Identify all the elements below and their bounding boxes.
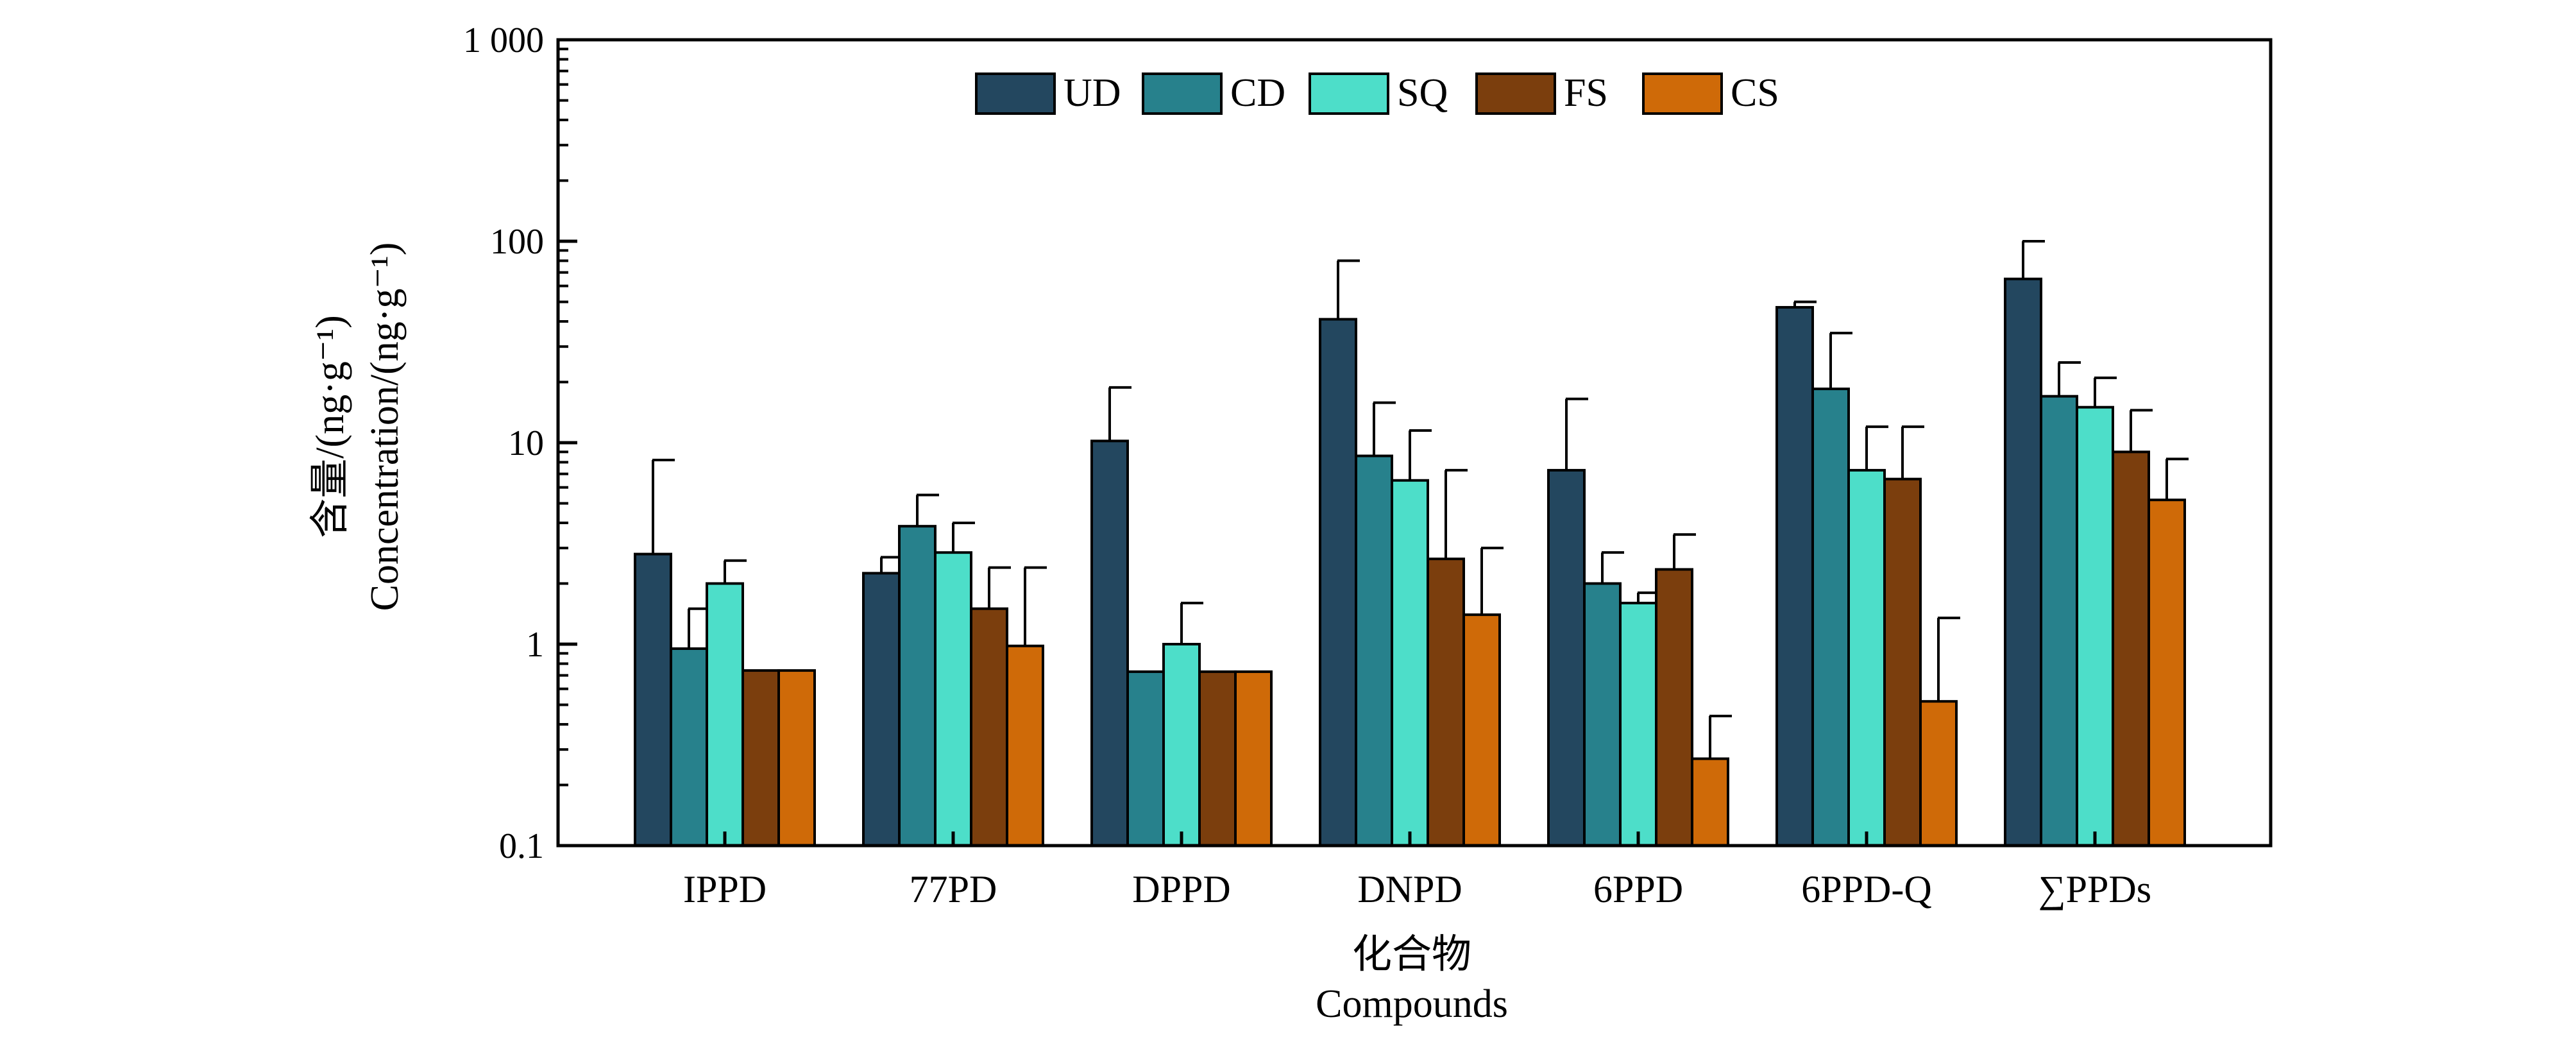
bar-cd-5: [1811, 388, 1850, 847]
bar-sq-6: [2076, 405, 2114, 847]
bar-sq-5: [1847, 468, 1886, 847]
legend-label-cs: CS: [1731, 71, 1779, 115]
bar-fs-6: [2112, 450, 2150, 847]
x-tick-label: DNPD: [1357, 868, 1462, 910]
bar-fs-0: [741, 669, 780, 848]
x-tick-label: IPPD: [683, 868, 767, 910]
bar-cs-3: [1462, 613, 1501, 847]
y-axis-title-zh: 含量/(ng·g⁻¹): [309, 315, 352, 538]
bar-cd-3: [1355, 454, 1393, 847]
x-axis-title-en: Compounds: [1316, 982, 1508, 1026]
bar-sq-1: [934, 551, 972, 847]
bar-cs-4: [1691, 757, 1729, 847]
legend-swatch-cd: [1142, 72, 1223, 115]
y-tick-label: 1 000: [463, 21, 544, 60]
y-axis-title-en: Concentration/(ng·g⁻¹): [363, 243, 407, 611]
bar-cs-6: [2148, 499, 2186, 847]
bar-ud-6: [2004, 277, 2042, 848]
bar-fs-1: [970, 607, 1008, 847]
y-tick-label: 1: [526, 625, 544, 665]
legend-swatch-ud: [975, 72, 1056, 115]
bar-ud-1: [862, 572, 901, 847]
x-tick-label: 6PPD: [1593, 868, 1683, 910]
bar-cd-0: [670, 647, 708, 848]
legend-label-fs: FS: [1564, 71, 1608, 115]
bar-sq-0: [706, 582, 744, 847]
y-tick-label: 100: [490, 222, 544, 262]
legend-swatch-fs: [1475, 72, 1556, 115]
bar-ud-0: [634, 552, 672, 848]
bar-cd-4: [1583, 582, 1622, 847]
legend-label-cd: CD: [1230, 71, 1285, 115]
y-tick-label: 10: [508, 423, 544, 463]
bar-sq-3: [1391, 479, 1429, 847]
bar-fs-5: [1883, 477, 1922, 847]
bar-sq-2: [1162, 643, 1201, 847]
bar-fs-4: [1655, 568, 1693, 847]
y-tick-label: 0.1: [499, 826, 544, 866]
legend-swatch-cs: [1642, 72, 1723, 115]
bar-cs-2: [1234, 670, 1273, 847]
bar-cd-1: [898, 525, 936, 847]
x-axis-title-zh: 化合物: [1352, 933, 1471, 977]
bar-cs-5: [1919, 700, 1958, 847]
legend-label-ud: UD: [1063, 71, 1121, 115]
bar-cs-0: [777, 669, 816, 848]
bar-fs-3: [1427, 558, 1465, 847]
bar-ud-3: [1319, 318, 1357, 847]
x-tick-label: 77PD: [910, 868, 997, 910]
bar-ud-5: [1775, 305, 1814, 848]
bar-fs-2: [1198, 670, 1237, 847]
bar-sq-4: [1619, 601, 1657, 847]
bar-ud-4: [1547, 468, 1586, 847]
legend-swatch-sq: [1309, 72, 1389, 115]
bar-cd-6: [2040, 395, 2078, 847]
bar-ud-2: [1090, 439, 1129, 847]
x-tick-label: DPPD: [1132, 868, 1230, 910]
bar-cs-1: [1006, 644, 1044, 847]
legend-label-sq: SQ: [1397, 71, 1448, 115]
x-tick-label: ∑PPDs: [2038, 868, 2151, 910]
bar-cd-2: [1126, 670, 1165, 847]
x-tick-label: 6PPD-Q: [1801, 868, 1931, 910]
